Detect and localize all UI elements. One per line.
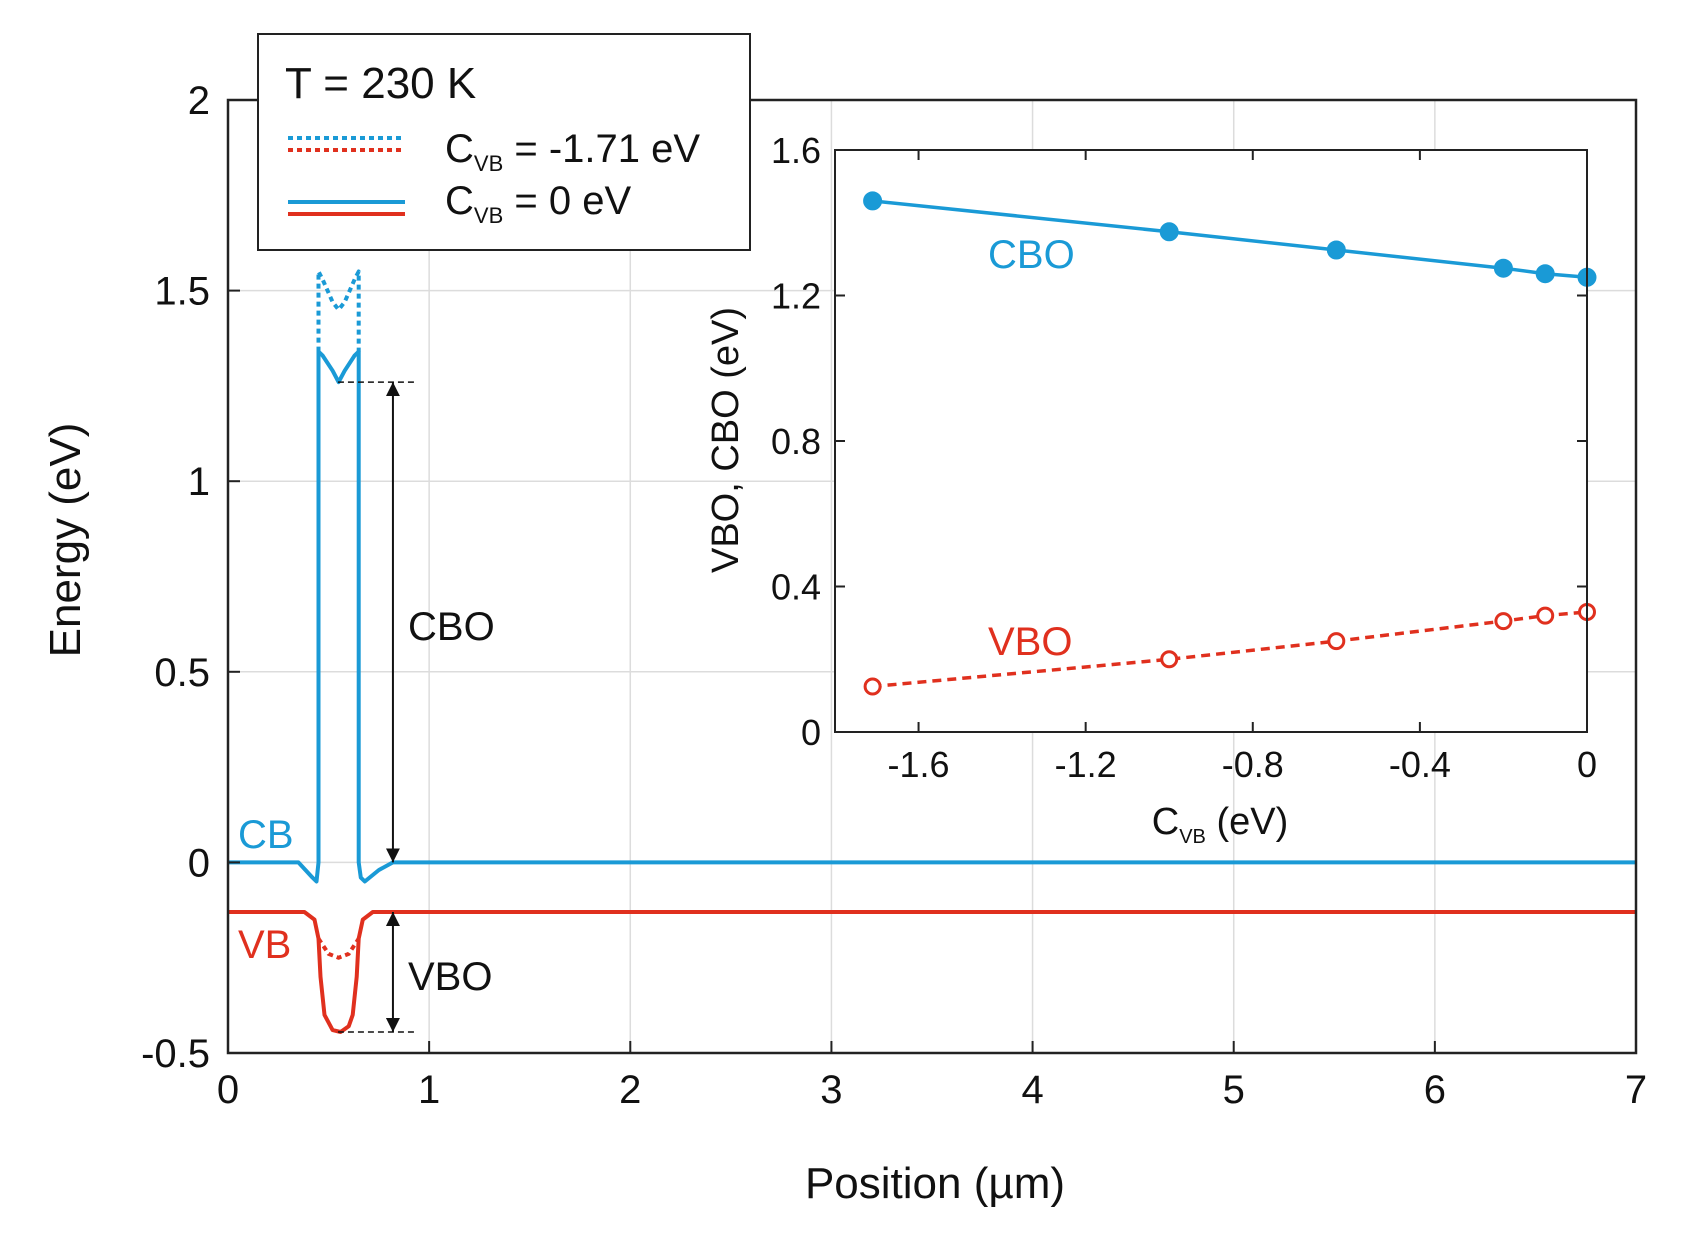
- legend-title: T = 230 K: [285, 59, 476, 108]
- inset-series: [863, 191, 1597, 696]
- inset-x-tick-label: -1.6: [888, 744, 950, 785]
- inset-x-tick-label: -0.4: [1389, 744, 1451, 785]
- main-x-tick-label: 2: [619, 1068, 641, 1112]
- main-x-axis-label: Position (µm): [805, 1159, 1065, 1208]
- inset-y-tick-label: 0.8: [771, 421, 821, 462]
- main-x-tick-label: 5: [1223, 1068, 1245, 1112]
- main-x-tick-label: 1: [418, 1068, 440, 1112]
- inset-y-axis-label: VBO, CBO (eV): [705, 307, 747, 573]
- legend-entry-2-label: CVB = 0 eV: [445, 179, 631, 228]
- inset-point-cbo: [1493, 258, 1513, 278]
- inset-x-tick-label: -0.8: [1222, 744, 1284, 785]
- inset-cbo-label: CBO: [988, 233, 1075, 277]
- vbo-annotation-label: VBO: [408, 955, 492, 999]
- main-plot-border: [226, 98, 1638, 1055]
- inset-x-tick-label: -1.2: [1055, 744, 1117, 785]
- inset-point-vbo: [1494, 612, 1513, 631]
- inset-point-cbo: [1326, 240, 1346, 260]
- main-x-tick-label: 0: [217, 1068, 239, 1112]
- main-x-tick-label: 3: [820, 1068, 842, 1112]
- main-x-tick-label: 4: [1021, 1068, 1043, 1112]
- legend-entry-solid: CVB = 0 eV: [288, 179, 631, 228]
- inset-point-vbo: [1160, 650, 1179, 669]
- inset-point-vbo: [1327, 632, 1346, 651]
- main-y-tick-label: 1: [188, 460, 210, 504]
- inset-plot-area: [835, 150, 1587, 732]
- inset-y-axis: 0 0.4 0.8 1.2 1.6: [771, 130, 1587, 753]
- main-y-axis-label: Energy (eV): [41, 423, 90, 658]
- legend: T = 230 K CVB = -1.71 eV CVB = 0 eV: [257, 33, 751, 251]
- offset-arrows: [337, 381, 418, 1033]
- legend-entry-dotted: CVB = -1.71 eV: [288, 127, 700, 176]
- main-series-line-3: [316, 937, 361, 960]
- inset-x-axis-label: CVB (eV): [1152, 801, 1289, 848]
- main-y-tick-label: 1.5: [154, 270, 210, 314]
- inset-point-cbo: [1159, 222, 1179, 242]
- main-y-tick-label: -0.5: [141, 1032, 210, 1076]
- main-x-tick-label: 6: [1424, 1068, 1446, 1112]
- inset-y-tick-label: 1.6: [771, 130, 821, 171]
- cb-label: CB: [238, 813, 294, 857]
- inset-x-tick-label: 0: [1577, 744, 1597, 785]
- vb-label: VB: [238, 923, 291, 967]
- inset-point-vbo: [1536, 606, 1555, 625]
- main-series-line-1: [316, 269, 361, 352]
- main-y-tick-label: 0.5: [154, 651, 210, 695]
- main-y-tick-label: 2: [188, 79, 210, 123]
- legend-entry-1-label: CVB = -1.71 eV: [445, 127, 700, 176]
- cbo-annotation-label: CBO: [408, 605, 495, 649]
- inset-y-tick-label: 0.4: [771, 567, 821, 608]
- inset-point-vbo: [863, 677, 882, 696]
- inset-point-cbo: [863, 191, 883, 211]
- main-y-axis: -0.5 0 0.5 1 1.5 2: [141, 79, 240, 1076]
- inset-point-cbo: [1535, 264, 1555, 284]
- main-y-tick-label: 0: [188, 841, 210, 885]
- main-x-axis: 0 1 2 3 4 5 6 7: [217, 1041, 1647, 1112]
- inset-y-tick-label: 0: [801, 712, 821, 753]
- inset-y-tick-label: 1.2: [771, 276, 821, 317]
- main-series-line-0: [228, 349, 1636, 884]
- inset-chart: -1.6 -1.2 -0.8 -0.4 0 0 0.4 0.8 1.2 1.6 CVB (eV)…: [705, 130, 1597, 848]
- inset-x-axis: -1.6 -1.2 -0.8 -0.4 0: [888, 150, 1597, 785]
- main-x-tick-label: 7: [1625, 1068, 1647, 1112]
- inset-vbo-label: VBO: [988, 620, 1072, 664]
